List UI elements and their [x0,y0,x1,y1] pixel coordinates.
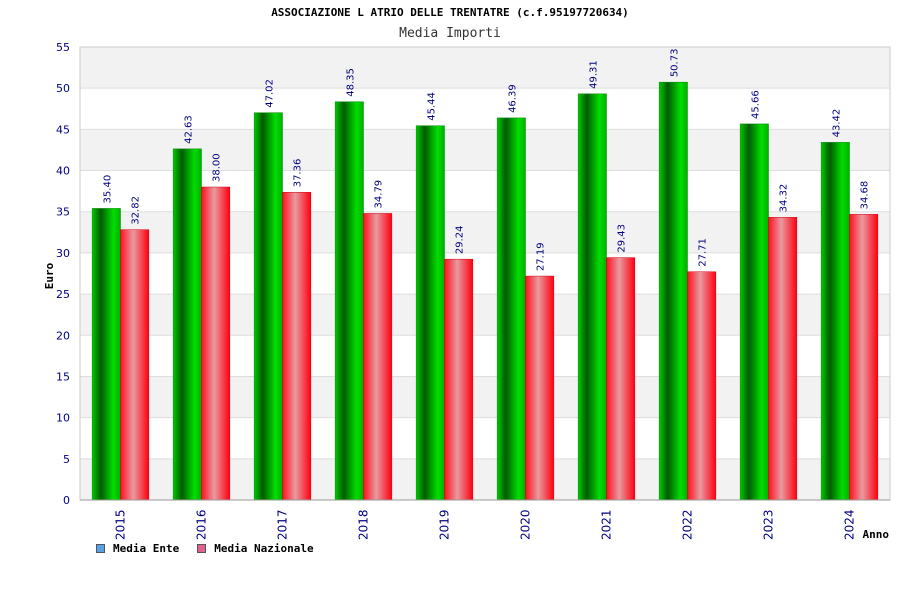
y-tick-label: 0 [63,494,70,507]
data-label: 49.31 [588,60,599,89]
legend-item-nazionale: Media Nazionale [197,542,314,555]
legend-swatch-ente [96,544,105,553]
y-tick-label: 35 [56,206,70,219]
legend-item-ente: Media Ente [96,542,179,555]
y-tick-label: 15 [56,370,70,383]
x-tick-label: 2015 [114,509,128,540]
chart-title: ASSOCIAZIONE L ATRIO DELLE TRENTATRE (c.… [271,6,629,19]
bar-media-nazionale [606,257,636,501]
legend-label-ente: Media Ente [113,542,180,555]
y-tick-label: 20 [56,329,70,342]
data-label: 45.44 [426,92,437,121]
data-label: 47.02 [264,79,275,108]
bar-media-nazionale [849,214,879,501]
y-axis-label: Euro [43,262,56,289]
x-tick-label: 2020 [519,509,533,540]
x-tick-label: 2016 [195,509,209,540]
x-tick-label: 2021 [600,509,614,540]
x-tick-label: 2019 [438,509,452,540]
bar-media-ente [253,112,283,501]
data-label: 34.68 [860,181,871,210]
x-axis-label: Anno [863,528,890,541]
bar-media-ente [820,142,850,501]
data-labels: 35.40 32.82 42.63 38.00 47.02 37.36 48.35 34.79… [102,49,870,272]
bar-series [91,81,879,501]
y-tick-label: 40 [56,165,70,178]
data-label: 29.24 [455,226,466,255]
x-tick-label: 2023 [762,509,776,540]
data-label: 50.73 [669,49,680,78]
bar-media-ente [658,81,688,501]
bar-media-ente [415,125,445,501]
bar-media-nazionale [201,186,231,501]
y-tick-label: 10 [56,412,70,425]
bar-media-nazionale [120,229,150,501]
y-tick-label: 50 [56,82,70,95]
x-tick-label: 2017 [276,509,290,540]
legend-swatch-nazionale [197,544,207,553]
y-tick-label: 5 [63,453,70,466]
bar-media-ente [739,123,769,501]
data-label: 38.00 [212,153,223,182]
data-label: 35.40 [102,175,113,204]
y-tick-label: 30 [56,247,70,260]
x-axis-ticks: 2015 2016 2017 2018 2019 2020 2021 2022 2023 2024 [114,509,857,540]
data-label: 32.82 [131,196,142,225]
bar-media-nazionale [768,217,798,501]
y-tick-label: 25 [56,288,70,301]
x-tick-label: 2022 [681,509,695,540]
data-label: 29.43 [617,224,628,253]
bar-media-ente [496,117,526,501]
x-tick-label: 2024 [843,509,857,540]
bar-media-nazionale [525,275,555,501]
data-label: 48.35 [345,68,356,97]
bar-media-ente [91,208,121,501]
legend: Media Ente Media Nazionale [96,542,314,555]
data-label: 42.63 [183,115,194,144]
bar-media-ente [172,148,202,501]
data-label: 34.32 [779,184,790,213]
y-tick-label: 45 [56,123,70,136]
legend-label-nazionale: Media Nazionale [214,542,314,555]
y-axis-ticks: 0 5 10 15 20 25 30 35 40 45 50 55 [56,41,70,507]
x-tick-label: 2018 [357,509,371,540]
data-label: 45.66 [750,90,761,119]
data-label: 37.36 [293,159,304,188]
data-label: 34.79 [374,180,385,209]
grid-band [80,47,890,89]
data-label: 43.42 [831,109,842,138]
bar-media-ente [334,101,364,501]
y-tick-label: 55 [56,41,70,54]
bar-media-nazionale [282,192,312,501]
chart-subtitle: Media Importi [399,26,501,41]
data-label: 46.39 [507,84,518,113]
bar-media-nazionale [444,258,474,501]
bar-media-ente [577,93,607,501]
bar-media-nazionale [363,213,393,501]
bar-media-nazionale [687,271,717,501]
data-label: 27.19 [536,242,547,271]
data-label: 27.71 [698,238,709,267]
